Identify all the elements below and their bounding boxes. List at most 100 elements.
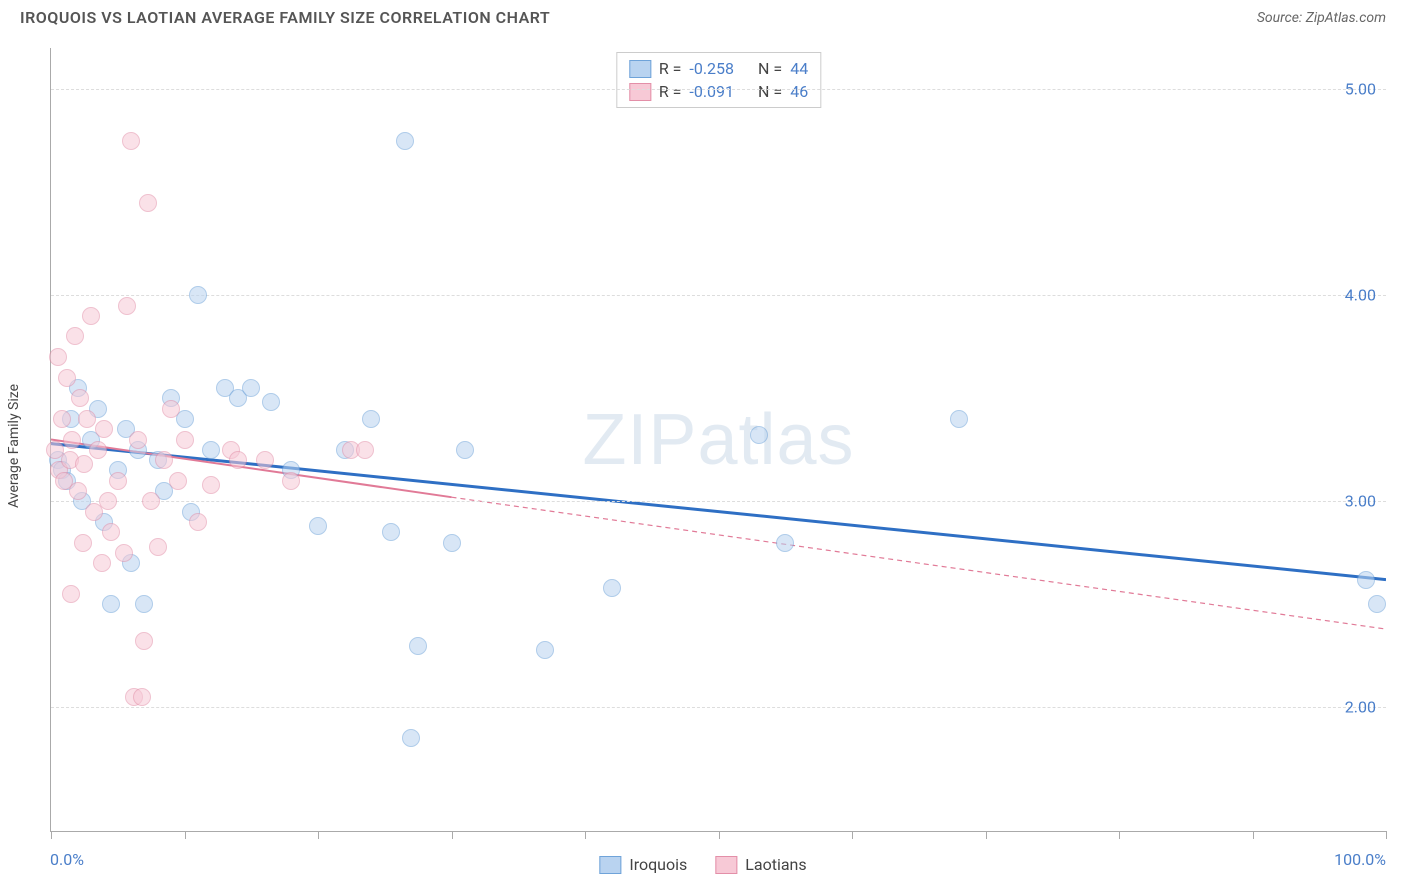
legend-item: Iroquois xyxy=(599,855,687,874)
y-tick-label: 5.00 xyxy=(1345,80,1376,99)
stat-n-value: 46 xyxy=(790,82,808,101)
trend-lines-layer xyxy=(51,48,1386,831)
data-point xyxy=(950,410,968,428)
stat-n-value: 44 xyxy=(790,59,808,78)
gridline xyxy=(51,501,1386,502)
gridline xyxy=(51,89,1386,90)
series-legend: Iroquois Laotians xyxy=(599,855,806,874)
x-tick xyxy=(852,831,853,839)
data-point xyxy=(139,194,157,212)
data-point xyxy=(129,431,147,449)
legend-swatch xyxy=(629,83,651,101)
data-point xyxy=(162,400,180,418)
legend-item: Laotians xyxy=(715,855,806,874)
data-point xyxy=(155,451,173,469)
data-point xyxy=(99,492,117,510)
data-point xyxy=(66,327,84,345)
data-point xyxy=(409,637,427,655)
stat-n-label: N = xyxy=(758,82,782,101)
data-point xyxy=(89,441,107,459)
gridline xyxy=(51,707,1386,708)
data-point xyxy=(63,431,81,449)
data-point xyxy=(102,523,120,541)
legend-swatch xyxy=(629,60,651,78)
data-point xyxy=(142,492,160,510)
data-point xyxy=(74,534,92,552)
data-point xyxy=(356,441,374,459)
legend-swatch xyxy=(599,856,621,874)
stat-r-label: R = xyxy=(659,59,682,78)
data-point xyxy=(102,595,120,613)
chart-title: IROQUOIS VS LAOTIAN AVERAGE FAMILY SIZE … xyxy=(20,8,550,27)
data-point xyxy=(118,297,136,315)
y-axis-label: Average Family Size xyxy=(6,384,22,508)
stats-legend-row: R = -0.258 N = 44 xyxy=(629,57,808,80)
data-point xyxy=(396,132,414,150)
data-point xyxy=(69,482,87,500)
stats-legend-row: R = -0.091N = 46 xyxy=(629,80,808,103)
data-point xyxy=(169,472,187,490)
data-point xyxy=(135,632,153,650)
stat-r-value: -0.258 xyxy=(689,59,734,78)
data-point xyxy=(133,688,151,706)
x-tick xyxy=(585,831,586,839)
y-tick-label: 2.00 xyxy=(1345,698,1376,717)
data-point xyxy=(149,538,167,556)
legend-swatch xyxy=(715,856,737,874)
data-point xyxy=(93,554,111,572)
x-tick xyxy=(1386,831,1387,839)
data-point xyxy=(58,369,76,387)
chart-plot-area: ZIPatlas R = -0.258 N = 44R = -0.091 N = 4… xyxy=(50,48,1386,832)
data-point xyxy=(202,476,220,494)
data-point xyxy=(82,307,100,325)
data-point xyxy=(603,579,621,597)
stats-legend: R = -0.258 N = 44R = -0.091 N = 46 xyxy=(616,52,821,108)
data-point xyxy=(456,441,474,459)
data-point xyxy=(176,431,194,449)
x-tick xyxy=(318,831,319,839)
data-point xyxy=(776,534,794,552)
data-point xyxy=(382,523,400,541)
legend-label: Iroquois xyxy=(629,855,687,874)
data-point xyxy=(49,348,67,366)
legend-label: Laotians xyxy=(745,855,806,874)
data-point xyxy=(202,441,220,459)
x-tick xyxy=(986,831,987,839)
data-point xyxy=(75,455,93,473)
data-point xyxy=(62,585,80,603)
x-axis-min-label: 0.0% xyxy=(50,850,84,869)
data-point xyxy=(362,410,380,428)
data-point xyxy=(115,544,133,562)
stat-r-value: -0.091 xyxy=(689,82,734,101)
data-point xyxy=(189,513,207,531)
data-point xyxy=(95,420,113,438)
x-tick xyxy=(452,831,453,839)
data-point xyxy=(135,595,153,613)
x-tick xyxy=(51,831,52,839)
data-point xyxy=(109,472,127,490)
data-point xyxy=(443,534,461,552)
data-point xyxy=(71,389,89,407)
data-point xyxy=(282,472,300,490)
y-tick-label: 4.00 xyxy=(1345,286,1376,305)
chart-header: IROQUOIS VS LAOTIAN AVERAGE FAMILY SIZE … xyxy=(0,0,1406,31)
data-point xyxy=(309,517,327,535)
data-point xyxy=(402,729,420,747)
data-point xyxy=(536,641,554,659)
data-point xyxy=(229,451,247,469)
data-point xyxy=(189,286,207,304)
x-tick xyxy=(185,831,186,839)
stat-n-label: N = xyxy=(758,59,782,78)
data-point xyxy=(53,410,71,428)
gridline xyxy=(51,295,1386,296)
data-point xyxy=(122,132,140,150)
data-point xyxy=(242,379,260,397)
x-tick xyxy=(1119,831,1120,839)
x-tick xyxy=(719,831,720,839)
data-point xyxy=(262,393,280,411)
watermark: ZIPatlas xyxy=(582,399,854,481)
data-point xyxy=(256,451,274,469)
data-point xyxy=(78,410,96,428)
chart-source: Source: ZipAtlas.com xyxy=(1257,10,1386,26)
data-point xyxy=(1357,571,1375,589)
